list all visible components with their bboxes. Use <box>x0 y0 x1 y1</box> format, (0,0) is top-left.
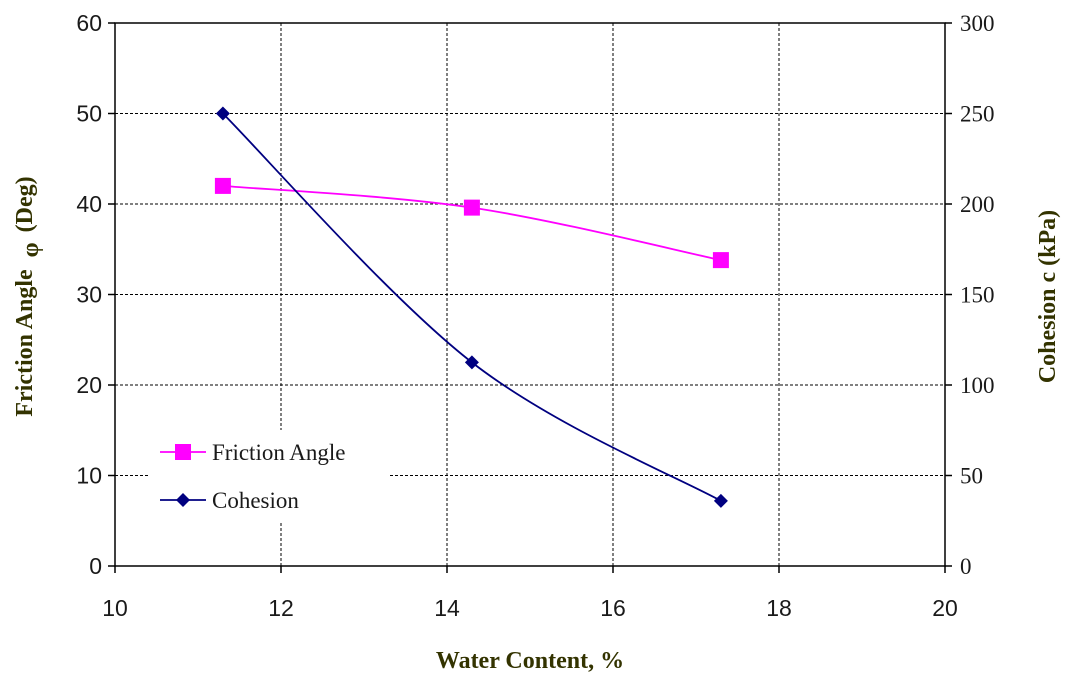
x-tick-label: 20 <box>932 595 958 621</box>
y-left-tick-label: 30 <box>76 282 102 308</box>
y-left-tick-label: 60 <box>76 10 102 36</box>
legend-marker-cohesion <box>176 493 190 507</box>
y-axis-left-title: Friction Angle φ (Deg) <box>12 176 44 416</box>
y-right-tick-label: 200 <box>960 192 995 217</box>
y-left-tick-label: 0 <box>89 553 102 579</box>
y-left-tick-label: 10 <box>76 463 102 489</box>
friction-angle-data-point <box>712 252 729 269</box>
x-axis-title: Water Content, % <box>436 648 624 674</box>
legend-label-friction-angle: Friction Angle <box>212 440 346 465</box>
y-axis-right-title: Cohesion c (kPa) <box>1035 210 1061 383</box>
legend-label-cohesion: Cohesion <box>212 488 299 513</box>
x-tick-label: 12 <box>268 595 294 621</box>
y-right-tick-label: 50 <box>960 464 983 489</box>
y-right-tick-label: 150 <box>960 283 995 308</box>
y-left-tick-label: 40 <box>76 191 102 217</box>
y-left-tick-label: 20 <box>76 372 102 398</box>
friction-angle-series-line <box>222 185 722 261</box>
grid <box>115 23 945 566</box>
friction-angle-data-point <box>214 177 231 194</box>
cohesion-data-point <box>464 355 479 370</box>
legend: Friction Angle Cohesion <box>150 430 390 522</box>
legend-marker-friction-angle <box>175 444 191 460</box>
y-right-tick-label: 0 <box>960 554 972 579</box>
series-layer <box>214 106 729 508</box>
x-tick-label: 16 <box>600 595 626 621</box>
y-left-tick-label: 50 <box>76 101 102 127</box>
friction-angle-data-point <box>463 199 480 216</box>
cohesion-data-point <box>215 106 230 121</box>
x-tick-label: 14 <box>434 595 460 621</box>
x-tick-label: 10 <box>102 595 128 621</box>
y-right-tick-label: 300 <box>960 11 995 36</box>
y-right-tick-label: 100 <box>960 373 995 398</box>
y-right-tick-label: 250 <box>960 102 995 127</box>
y-axis-left-title-text: Friction Angle <box>12 269 38 417</box>
y-axis-left-title-unit: (Deg) <box>12 176 38 232</box>
x-tick-label: 18 <box>766 595 792 621</box>
y-axis-left-title-symbol: φ <box>18 242 44 257</box>
cohesion-data-point <box>713 493 728 508</box>
